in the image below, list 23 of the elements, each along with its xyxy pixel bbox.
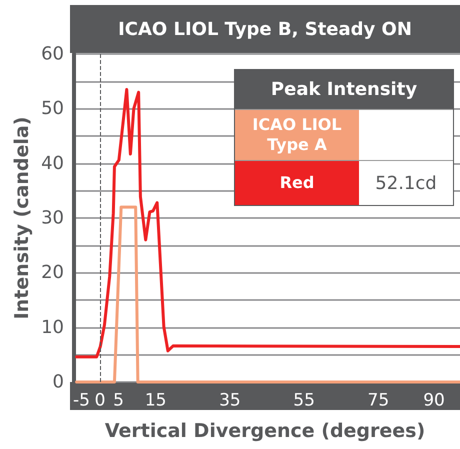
- table-header: Peak Intensity: [235, 70, 453, 109]
- y-tick-label: 30: [41, 208, 64, 228]
- x-tick-label: -5: [72, 390, 90, 410]
- y-tick-label: 20: [41, 262, 64, 284]
- x-tick-label: 55: [293, 390, 315, 410]
- text: ICAO LIOL Type A: [251, 115, 343, 155]
- x-tick-label: 15: [144, 390, 166, 410]
- x-tick-label: 90: [423, 390, 445, 410]
- y-tick-label: 40: [41, 152, 64, 174]
- y-axis-title: Intensity (candela): [11, 116, 33, 320]
- y-tick-label: 60: [41, 44, 64, 64]
- x-tick-label: 75: [368, 390, 390, 410]
- y-tick-label: 0: [52, 372, 64, 392]
- y-tick-label: 10: [41, 316, 64, 338]
- x-tick-label: 0: [94, 390, 106, 410]
- x-tick-label: 5: [113, 390, 124, 410]
- x-axis-title: Vertical Divergence (degrees): [104, 420, 426, 442]
- x-tick-label: 35: [219, 390, 241, 410]
- y-tick-label: 50: [41, 98, 64, 120]
- title-banner: ICAO LIOL Type B, Steady ON: [70, 5, 460, 53]
- annotation: 52.1cd: [375, 172, 437, 194]
- chart-title: ICAO LIOL Type B, Steady ON: [118, 18, 412, 40]
- text: Red: [280, 173, 314, 193]
